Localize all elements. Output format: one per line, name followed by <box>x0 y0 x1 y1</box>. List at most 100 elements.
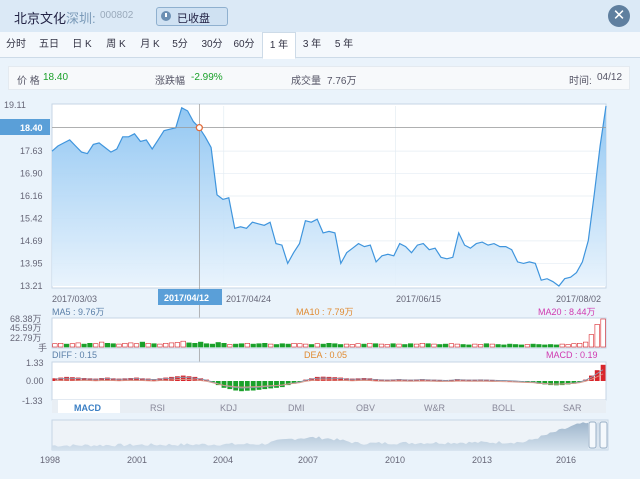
vol-unit: 手 <box>38 342 47 353</box>
diff-line <box>54 369 604 389</box>
volume-bar <box>116 343 122 348</box>
macd-tick-bottom: -1.33 <box>22 396 43 406</box>
tab-5-year[interactable]: 5 年 <box>334 39 354 50</box>
indicator-tab-rsi[interactable]: RSI <box>150 403 165 413</box>
macd-bar <box>554 381 559 386</box>
indicator-tab-obv[interactable]: OBV <box>356 403 375 413</box>
volume-label: 成交量 <box>291 76 321 87</box>
volume-bar <box>396 343 402 348</box>
navigator-right-handle[interactable] <box>599 421 608 449</box>
x-date-4: 2017/08/02 <box>556 294 601 304</box>
macd-bar <box>361 378 367 381</box>
volume-bar <box>553 344 559 348</box>
macd-bar <box>291 381 297 384</box>
tab-intraday[interactable]: 分时 <box>6 39 26 50</box>
tab-five-day[interactable]: 五日 <box>39 39 59 50</box>
tab-3-year[interactable]: 3 年 <box>302 39 322 50</box>
volume-bar <box>133 343 140 348</box>
tab-60min[interactable]: 60分 <box>233 39 255 50</box>
macd-bar <box>64 376 69 381</box>
macd-bar <box>175 376 180 381</box>
y-tick-label: 16.90 <box>20 168 43 178</box>
tab-5min[interactable]: 5分 <box>172 39 188 50</box>
volume-bar <box>582 341 589 348</box>
volume-bar <box>594 324 600 348</box>
indicator-tab-boll[interactable]: BOLL <box>492 403 515 413</box>
vol-tick-3: 22.79万 <box>10 333 42 343</box>
indicator-tab-sar[interactable]: SAR <box>563 403 582 413</box>
volume-bar <box>512 344 519 348</box>
volume-bar <box>87 342 93 348</box>
volume-bar <box>460 344 466 348</box>
macd-tick-top: 1.33 <box>26 358 44 368</box>
macd-bar <box>110 378 116 381</box>
volume-bar <box>93 343 99 348</box>
volume-bar <box>442 343 449 348</box>
y-tick-label: 13.21 <box>20 281 43 291</box>
close-button[interactable]: ✕ <box>608 5 630 27</box>
price-area <box>52 106 606 286</box>
macd-bar <box>274 381 279 388</box>
macd-bar <box>262 381 268 390</box>
volume-bar <box>413 343 420 348</box>
year-2001: 2001 <box>127 455 147 465</box>
volume-bar <box>454 343 460 348</box>
macd-bar <box>326 376 332 381</box>
year-2007: 2007 <box>298 455 318 465</box>
indicator-tab-wr[interactable]: W&R <box>424 403 445 413</box>
macd-bar <box>250 381 256 391</box>
tab-1-year[interactable]: 1 年 <box>262 32 296 59</box>
macd-bar <box>93 378 99 381</box>
year-2010: 2010 <box>385 455 405 465</box>
volume-bar <box>495 344 501 348</box>
volume-bar <box>75 342 81 348</box>
volume-bar <box>507 343 513 348</box>
tab-monthly-k[interactable]: 月 K <box>140 39 160 50</box>
macd-bar <box>559 381 565 386</box>
volume-bar <box>104 342 110 348</box>
volume-bar <box>542 344 548 348</box>
indicator-tab-dmi[interactable]: DMI <box>288 403 305 413</box>
volume-bar <box>174 342 181 348</box>
crosshair-date-box <box>158 289 222 305</box>
x-date-3: 2017/06/15 <box>396 294 441 304</box>
indicator-tab-kdj[interactable]: KDJ <box>220 403 237 413</box>
year-2013: 2013 <box>472 455 492 465</box>
macd-bar <box>285 381 291 386</box>
navigator-left-handle[interactable] <box>588 421 597 449</box>
volume-bar <box>250 343 256 348</box>
exchange-label: 深圳: <box>66 11 96 26</box>
volume-bar <box>437 344 443 348</box>
volume-bar <box>571 343 577 348</box>
volume-bar <box>320 343 326 348</box>
crosshair-date: 2017/04/12 <box>164 293 209 303</box>
volume-bar <box>145 342 151 348</box>
volume-bar <box>163 342 169 348</box>
volume-bar <box>547 344 554 348</box>
macd-chart: DIFF : 0.15 DEA : 0.05 MACD : 0.19 1.33 … <box>22 350 607 406</box>
macd-bar <box>367 378 373 381</box>
macd-bar <box>233 381 239 391</box>
indicator-tab-macd[interactable]: MACD <box>74 403 101 413</box>
price-value: 18.40 <box>43 72 69 83</box>
y-tick-label: 13.95 <box>20 258 43 268</box>
macd-bar <box>256 381 262 390</box>
volume-bar <box>268 343 274 348</box>
history-navigator[interactable]: 1998 2001 2004 2007 2010 2013 2016 <box>40 419 609 465</box>
volume-bar <box>279 343 285 348</box>
macd-label: MACD : 0.19 <box>546 350 598 360</box>
tab-daily-k[interactable]: 日 K <box>72 39 92 50</box>
macd-bar <box>81 378 87 381</box>
tab-30min[interactable]: 30分 <box>201 39 223 50</box>
macd-bar <box>198 378 204 381</box>
y-tick-label: 14.69 <box>20 236 43 246</box>
market-status-badge: 已收盘 <box>156 7 228 26</box>
volume-bar <box>530 343 536 348</box>
volume-bar <box>186 342 192 348</box>
vol-tick-1: 68.38万 <box>10 314 42 324</box>
macd-bar <box>58 377 64 381</box>
tab-weekly-k[interactable]: 周 K <box>106 39 126 50</box>
macd-bar <box>215 381 221 386</box>
volume-bar <box>448 343 455 348</box>
